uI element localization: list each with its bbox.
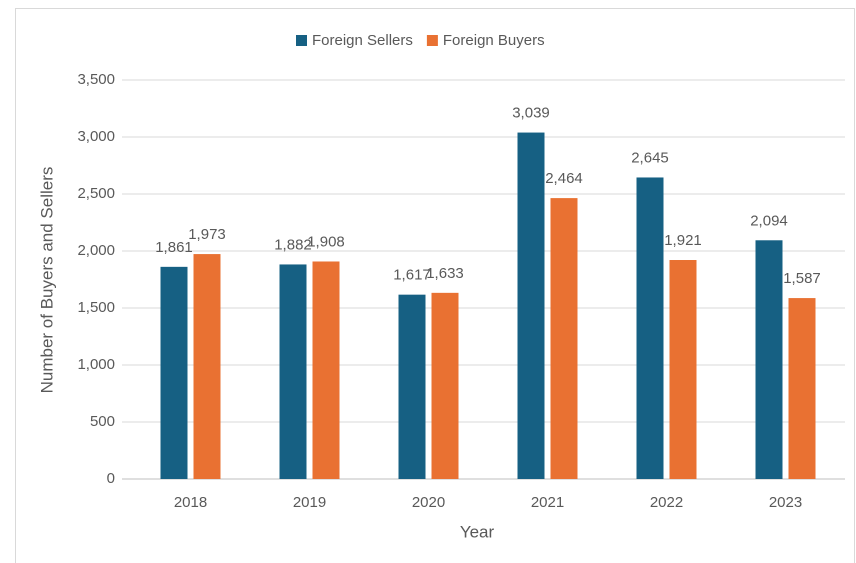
y-axis-label: Number of Buyers and Sellers [37,167,56,394]
y-tick-label: 0 [107,470,115,487]
bar [160,266,188,479]
legend-swatch [426,35,438,46]
y-tick-label: 3,500 [77,71,115,88]
bar [550,198,578,479]
x-axis-label: Year [460,522,495,541]
y-tick-label: 3,000 [77,128,115,145]
data-label: 1,973 [188,226,226,243]
chart-border [15,8,855,563]
data-label: 1,587 [783,270,821,287]
data-label: 1,921 [664,232,702,249]
legend-swatch [296,35,307,46]
bar [636,177,664,479]
bar [312,261,340,479]
y-tick-label: 2,500 [77,185,115,202]
x-tick-label: 2022 [650,494,683,511]
data-label: 2,464 [545,170,583,187]
y-tick-label: 1,500 [77,299,115,316]
bar [669,260,697,479]
data-label: 1,882 [274,236,312,253]
data-label: 2,094 [750,212,788,229]
bar [788,298,816,479]
data-label: 1,633 [426,265,464,282]
x-tick-label: 2020 [412,494,445,511]
y-tick-label: 500 [90,413,115,430]
x-tick-label: 2021 [531,494,564,511]
bar [279,264,307,479]
data-label: 1,617 [393,267,431,284]
bar [755,240,783,479]
bar [517,132,545,479]
y-tick-label: 1,000 [77,356,115,373]
x-tick-label: 2023 [769,494,802,511]
legend-label: Foreign Sellers [312,32,413,49]
y-tick-label: 2,000 [77,242,115,259]
bar [431,292,459,479]
legend-label: Foreign Buyers [443,32,545,49]
data-label: 1,908 [307,233,345,250]
data-label: 3,039 [512,105,550,122]
x-tick-label: 2019 [293,494,326,511]
bar [398,294,426,479]
data-label: 2,645 [631,149,669,166]
data-label: 1,861 [155,239,193,256]
bar [193,254,221,479]
x-tick-label: 2018 [174,494,207,511]
